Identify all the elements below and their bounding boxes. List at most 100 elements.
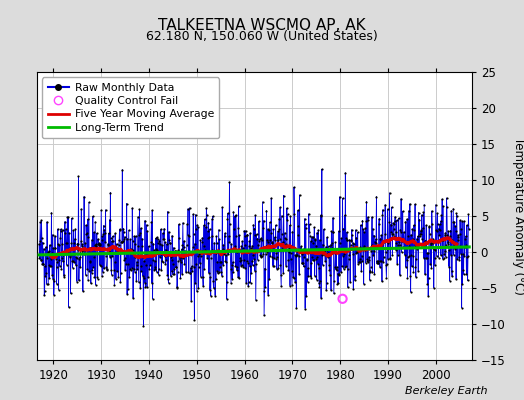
Point [403,216,411,222]
Point [151,266,160,272]
Point [101,207,110,213]
Point [97,207,105,213]
Point [456,231,465,237]
Point [358,244,367,251]
Point [104,242,113,248]
Point [38,239,47,246]
Point [117,238,126,245]
Point [123,236,132,242]
Point [206,287,214,293]
Point [241,265,249,271]
Point [357,268,365,274]
Point [138,236,146,242]
Point [92,241,101,248]
Point [135,232,143,238]
Point [386,255,395,261]
Point [432,226,440,233]
Point [274,264,282,271]
Point [268,254,277,260]
Point [377,241,386,248]
Point [210,249,218,256]
Point [322,287,331,294]
Point [122,248,130,255]
Point [453,212,461,219]
Point [428,208,436,214]
Point [184,206,192,212]
Point [170,266,178,272]
Point [447,268,456,274]
Point [118,166,126,173]
Point [180,261,189,268]
Point [329,214,337,221]
Point [198,239,206,245]
Point [272,266,281,272]
Point [423,250,432,256]
Point [431,262,439,268]
Point [42,281,51,287]
Point [177,253,185,260]
Point [391,229,400,236]
Point [81,272,90,278]
Point [98,233,106,240]
Point [54,241,62,248]
Point [161,247,170,253]
Point [209,285,217,291]
Point [278,231,286,237]
Point [129,247,138,254]
Point [196,260,204,266]
Point [105,230,113,236]
Point [158,258,166,264]
Point [427,240,435,247]
Point [328,245,336,251]
Point [379,258,387,265]
Point [443,204,451,210]
Point [386,256,394,262]
Point [318,252,326,258]
Point [35,254,43,261]
Point [137,268,146,274]
Point [39,261,48,267]
Text: 62.180 N, 150.060 W (United States): 62.180 N, 150.060 W (United States) [146,30,378,43]
Point [43,249,52,255]
Point [185,205,194,211]
Point [234,203,243,210]
Point [341,264,349,270]
Point [242,228,250,234]
Point [352,250,361,257]
Point [249,222,257,228]
Point [302,221,310,228]
Point [343,229,351,236]
Point [384,256,392,262]
Point [202,205,211,211]
Point [288,228,297,235]
Point [443,232,452,238]
Point [287,255,296,262]
Point [56,263,64,269]
Point [457,226,465,232]
Point [111,258,119,265]
Point [106,254,114,260]
Point [412,256,420,262]
Point [370,232,378,239]
Point [331,264,339,270]
Point [60,230,69,236]
Point [440,248,449,254]
Point [414,268,422,274]
Point [233,267,241,273]
Point [90,273,99,280]
Point [86,258,95,264]
Point [416,230,424,237]
Point [67,290,75,296]
Point [47,256,55,262]
Point [362,218,370,224]
Point [193,288,201,294]
Point [221,258,230,264]
Point [116,270,125,276]
Point [275,226,283,232]
Point [215,236,224,242]
Point [334,270,342,277]
Point [62,262,71,268]
Point [329,229,337,236]
Point [309,240,318,246]
Point [65,245,73,252]
